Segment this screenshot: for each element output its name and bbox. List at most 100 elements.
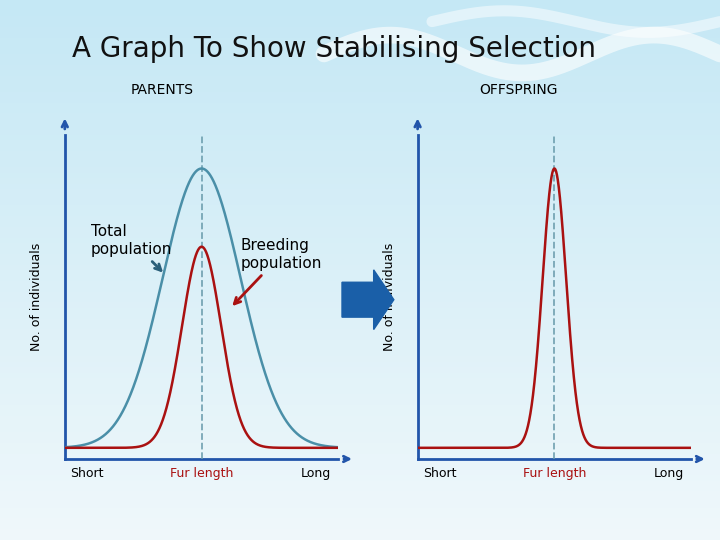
Bar (0, 329, 720, 335)
Bar (0, 0, 720, 5)
Bar (0, 167, 720, 173)
Text: Long: Long (301, 468, 331, 481)
Bar (0, 443, 720, 448)
Bar (0, 135, 720, 140)
Bar (0, 81, 720, 86)
Bar (0, 346, 720, 351)
Bar (0, 11, 720, 16)
Bar (0, 59, 720, 65)
Bar (0, 281, 720, 286)
Bar (0, 113, 720, 119)
Text: PARENTS: PARENTS (130, 83, 194, 97)
Bar (0, 5, 720, 11)
Text: Short: Short (70, 468, 104, 481)
Bar (0, 184, 720, 189)
Bar (0, 189, 720, 194)
Bar (0, 178, 720, 184)
Bar (0, 481, 720, 486)
Text: Fur length: Fur length (523, 468, 586, 481)
Bar (0, 205, 720, 211)
Text: OFFSPRING: OFFSPRING (479, 83, 558, 97)
Text: Breeding
population: Breeding population (234, 238, 322, 304)
Text: A Graph To Show Stabilising Selection: A Graph To Show Stabilising Selection (72, 35, 596, 63)
Bar (0, 502, 720, 508)
Bar (0, 157, 720, 162)
Bar (0, 275, 720, 281)
Text: Short: Short (423, 468, 456, 481)
Bar (0, 400, 720, 405)
Bar (0, 221, 720, 227)
Bar (0, 524, 720, 529)
Bar (0, 313, 720, 319)
Bar (0, 427, 720, 432)
FancyArrow shape (342, 270, 394, 329)
Bar (0, 259, 720, 265)
Bar (0, 491, 720, 497)
Bar (0, 518, 720, 524)
Bar (0, 394, 720, 400)
Bar (0, 292, 720, 297)
Bar (0, 162, 720, 167)
Bar (0, 270, 720, 275)
Bar (0, 86, 720, 92)
Bar (0, 356, 720, 362)
Bar (0, 335, 720, 340)
Bar (0, 248, 720, 254)
Bar (0, 265, 720, 270)
Bar (0, 22, 720, 27)
Bar (0, 454, 720, 459)
Bar (0, 389, 720, 394)
Text: Fur length: Fur length (170, 468, 233, 481)
Bar (0, 32, 720, 38)
Bar (0, 54, 720, 59)
Bar (0, 464, 720, 470)
Text: Total
population: Total population (91, 225, 172, 271)
Bar (0, 194, 720, 200)
Bar (0, 470, 720, 475)
Bar (0, 383, 720, 389)
Bar (0, 351, 720, 356)
Bar (0, 475, 720, 481)
Bar (0, 76, 720, 81)
Text: No. of individuals: No. of individuals (383, 243, 396, 351)
Bar (0, 297, 720, 302)
Bar (0, 119, 720, 124)
Bar (0, 459, 720, 464)
Bar (0, 378, 720, 383)
Bar (0, 432, 720, 437)
Bar (0, 308, 720, 313)
Text: No. of individuals: No. of individuals (30, 243, 43, 351)
Bar (0, 416, 720, 421)
Bar (0, 49, 720, 54)
Bar (0, 319, 720, 324)
Bar (0, 27, 720, 32)
Bar (0, 362, 720, 367)
Bar (0, 437, 720, 443)
Bar (0, 486, 720, 491)
Bar (0, 38, 720, 43)
Bar (0, 216, 720, 221)
Bar (0, 200, 720, 205)
Bar (0, 97, 720, 103)
Bar (0, 211, 720, 216)
Bar (0, 448, 720, 454)
Bar (0, 65, 720, 70)
Bar (0, 405, 720, 410)
Text: Long: Long (654, 468, 684, 481)
Bar (0, 92, 720, 97)
Bar (0, 232, 720, 238)
Bar (0, 410, 720, 416)
Bar (0, 254, 720, 259)
Bar (0, 124, 720, 130)
Bar (0, 286, 720, 292)
Bar (0, 340, 720, 346)
Bar (0, 140, 720, 146)
Bar (0, 103, 720, 108)
Bar (0, 130, 720, 135)
Bar (0, 324, 720, 329)
Bar (0, 238, 720, 243)
Bar (0, 151, 720, 157)
Bar (0, 373, 720, 378)
Bar (0, 173, 720, 178)
Bar (0, 243, 720, 248)
